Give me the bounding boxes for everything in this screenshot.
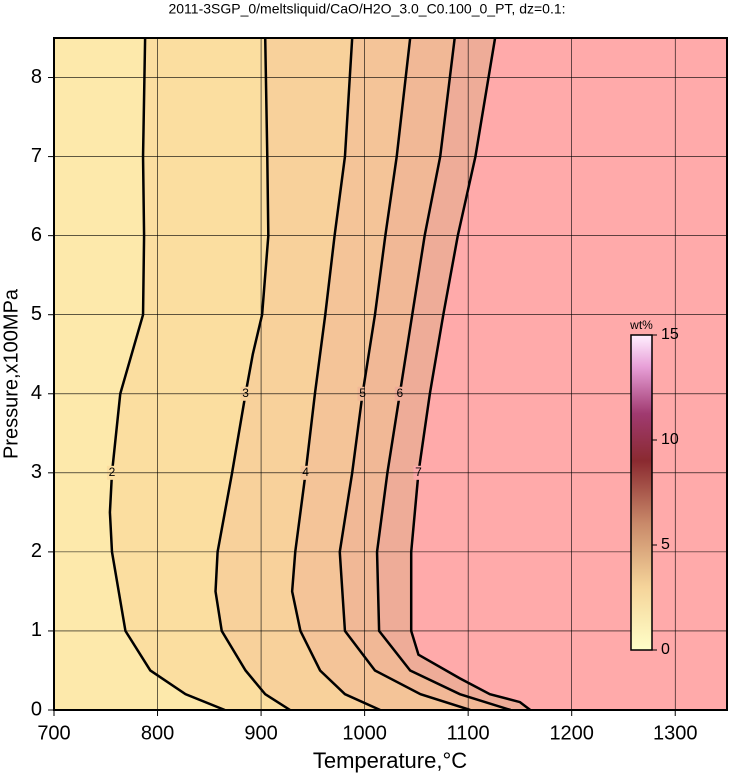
y-tick-label: 4 bbox=[31, 382, 42, 404]
y-tick-label: 3 bbox=[31, 461, 42, 483]
y-tick-label: 2 bbox=[31, 540, 42, 562]
x-axis-title: Temperature,°C bbox=[313, 748, 467, 773]
contour-label: 6 bbox=[396, 386, 403, 400]
y-tick-label: 8 bbox=[31, 66, 42, 88]
contour-line bbox=[290, 38, 381, 710]
contour-label: 3 bbox=[242, 386, 249, 400]
y-axis-title: Pressure,x100MPa bbox=[0, 288, 22, 459]
colorbar-tick-label: 5 bbox=[661, 536, 670, 553]
y-tick-label: 1 bbox=[31, 619, 42, 641]
contour-label: 7 bbox=[415, 465, 422, 479]
contour-line bbox=[108, 38, 226, 710]
y-tick-label: 0 bbox=[31, 698, 42, 720]
chart-title: 2011-3SGP_0/meltsliquid/CaO/H2O_3.0_C0.1… bbox=[168, 1, 565, 17]
y-tick-label: 7 bbox=[31, 145, 42, 167]
x-tick-label: 1000 bbox=[342, 722, 387, 744]
colorbar bbox=[630, 334, 653, 651]
plot-frame bbox=[53, 37, 728, 711]
x-tick-label: 1300 bbox=[653, 722, 698, 744]
contour-label: 5 bbox=[359, 386, 366, 400]
overlay: 700 800 900 1000 1100 1200 1300 0 1 2 3 4 5 6 7 8 wt% 0 5 1… bbox=[31, 37, 728, 744]
colorbar-tick-label: 0 bbox=[661, 641, 670, 658]
plot-area: 2 3 4 5 6 7 bbox=[54, 38, 727, 710]
colorbar-tick-label: 15 bbox=[661, 326, 679, 343]
x-tick-label: 700 bbox=[37, 722, 70, 744]
y-tick-label: 6 bbox=[31, 224, 42, 246]
x-tick-label: 1200 bbox=[549, 722, 594, 744]
colorbar-tick-label: 10 bbox=[661, 431, 679, 448]
x-tick-label: 1100 bbox=[447, 722, 490, 744]
x-tick-label: 900 bbox=[244, 722, 277, 744]
contour-label: 4 bbox=[302, 465, 309, 479]
colorbar-title: wt% bbox=[629, 318, 653, 332]
contour-label: 2 bbox=[109, 465, 116, 479]
x-tick-label: 800 bbox=[141, 722, 174, 744]
y-tick-label: 5 bbox=[31, 303, 42, 325]
